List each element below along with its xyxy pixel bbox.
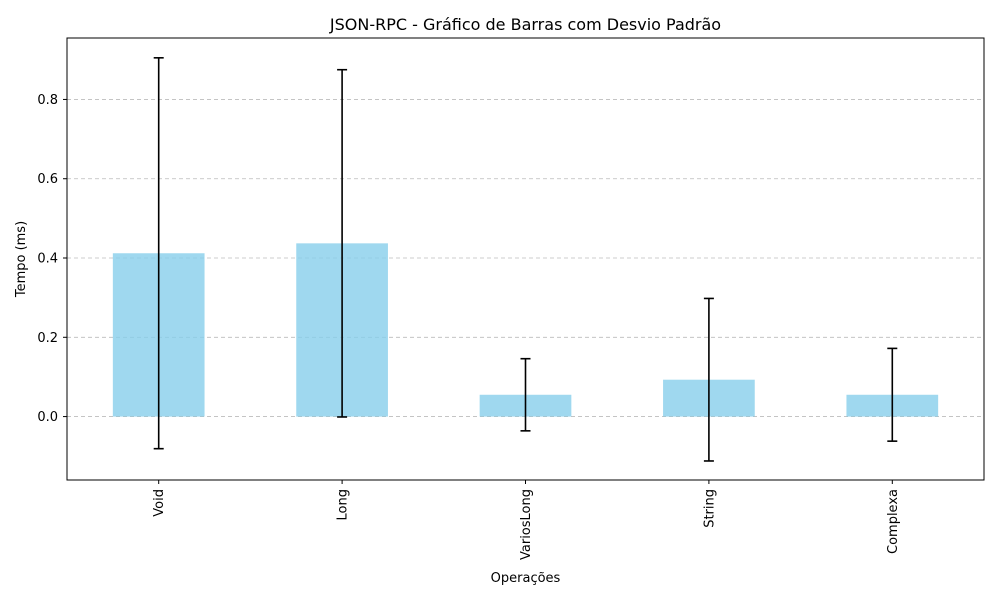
x-tick-label: VariosLong — [519, 489, 534, 560]
x-tick-label: Void — [152, 489, 167, 517]
y-tick-label: 0.4 — [37, 252, 58, 267]
chart-title: JSON-RPC - Gráfico de Barras com Desvio … — [329, 15, 721, 34]
y-tick-label: 0.0 — [37, 410, 58, 425]
x-axis: Void Long VariosLong String Complexa — [152, 480, 901, 560]
x-tick-label: String — [702, 489, 717, 528]
error-bars — [153, 57, 898, 462]
y-tick-label: 0.8 — [37, 93, 58, 108]
x-axis-label: Operações — [491, 571, 561, 586]
x-tick-label: Complexa — [886, 489, 901, 554]
y-axis: 0.0 0.2 0.4 0.6 0.8 — [37, 93, 67, 425]
x-tick-label: Long — [336, 489, 351, 520]
y-tick-label: 0.2 — [37, 331, 58, 346]
y-axis-label: Tempo (ms) — [14, 221, 29, 298]
y-tick-label: 0.6 — [37, 172, 58, 187]
